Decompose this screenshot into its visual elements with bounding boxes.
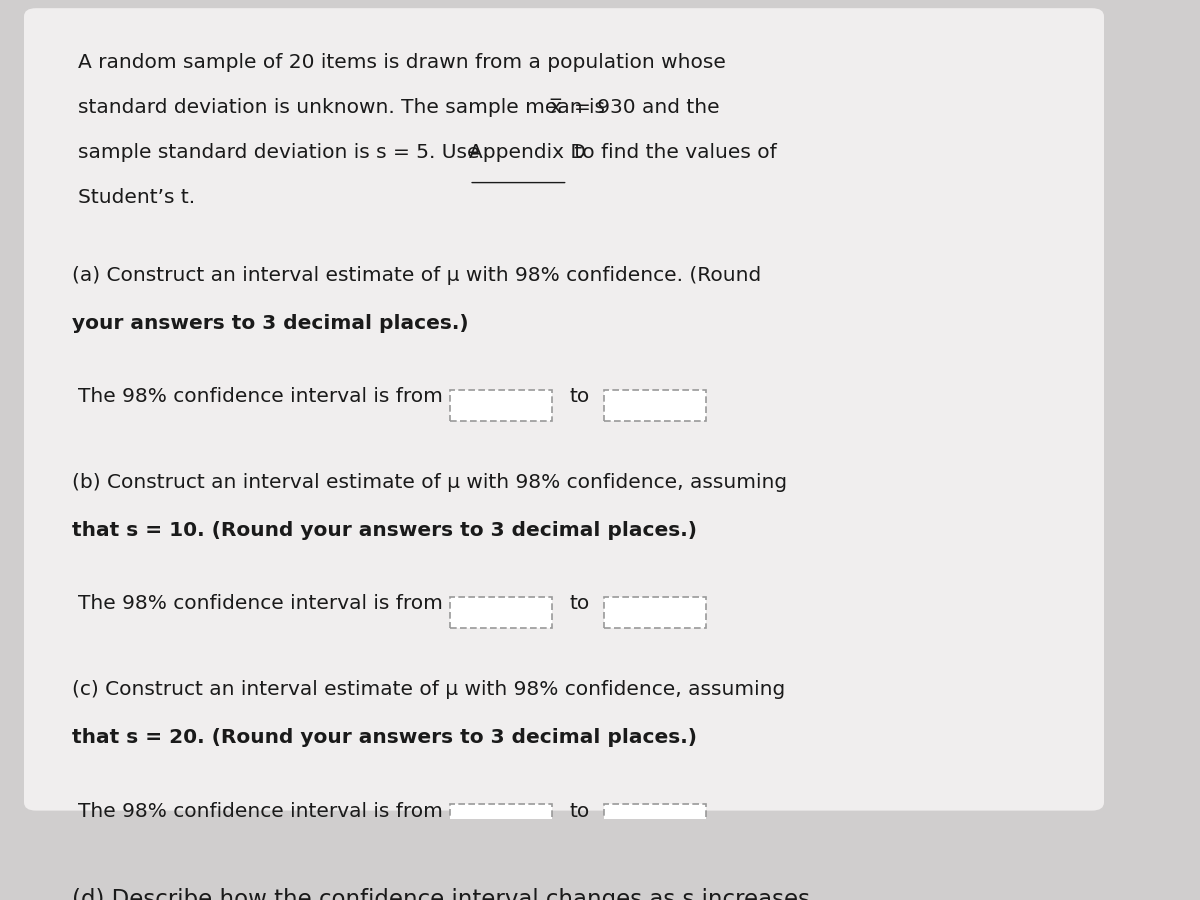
Text: Appendix D: Appendix D (469, 143, 587, 162)
FancyBboxPatch shape (24, 8, 1104, 811)
Bar (450, 804, 552, 835)
Text: (d) Describe how the confidence interval changes as s increases.: (d) Describe how the confidence interval… (72, 887, 817, 900)
Text: to find the values of: to find the values of (568, 143, 776, 162)
Text: Student’s t.: Student’s t. (78, 188, 196, 207)
Text: to: to (570, 594, 590, 614)
Text: The 98% confidence interval is from: The 98% confidence interval is from (78, 802, 443, 821)
Text: your answers to 3 decimal places.): your answers to 3 decimal places.) (72, 313, 469, 333)
Text: (a) Construct an interval estimate of μ with 98% confidence. (Round: (a) Construct an interval estimate of μ … (72, 266, 761, 285)
Bar (604, 804, 706, 835)
Text: = 930 and the: = 930 and the (574, 98, 719, 117)
Text: sample standard deviation is s = 5. Use: sample standard deviation is s = 5. Use (78, 143, 486, 162)
Text: The 98% confidence interval is from: The 98% confidence interval is from (78, 387, 443, 406)
Text: to: to (570, 802, 590, 821)
Bar (604, 597, 706, 628)
Text: x̅: x̅ (550, 98, 562, 117)
Text: standard deviation is unknown. The sample mean is: standard deviation is unknown. The sampl… (78, 98, 611, 117)
Bar (450, 597, 552, 628)
Text: to: to (570, 387, 590, 406)
Text: The 98% confidence interval is from: The 98% confidence interval is from (78, 594, 443, 614)
Bar (604, 390, 706, 421)
Text: (b) Construct an interval estimate of μ with 98% confidence, assuming: (b) Construct an interval estimate of μ … (72, 473, 787, 492)
Text: A random sample of 20 items is drawn from a population whose: A random sample of 20 items is drawn fro… (78, 53, 726, 72)
Text: (c) Construct an interval estimate of μ with 98% confidence, assuming: (c) Construct an interval estimate of μ … (72, 680, 785, 699)
Text: that s = 10. (Round your answers to 3 decimal places.): that s = 10. (Round your answers to 3 de… (72, 521, 697, 540)
Text: that s = 20. (Round your answers to 3 decimal places.): that s = 20. (Round your answers to 3 de… (72, 728, 697, 747)
Bar (450, 390, 552, 421)
